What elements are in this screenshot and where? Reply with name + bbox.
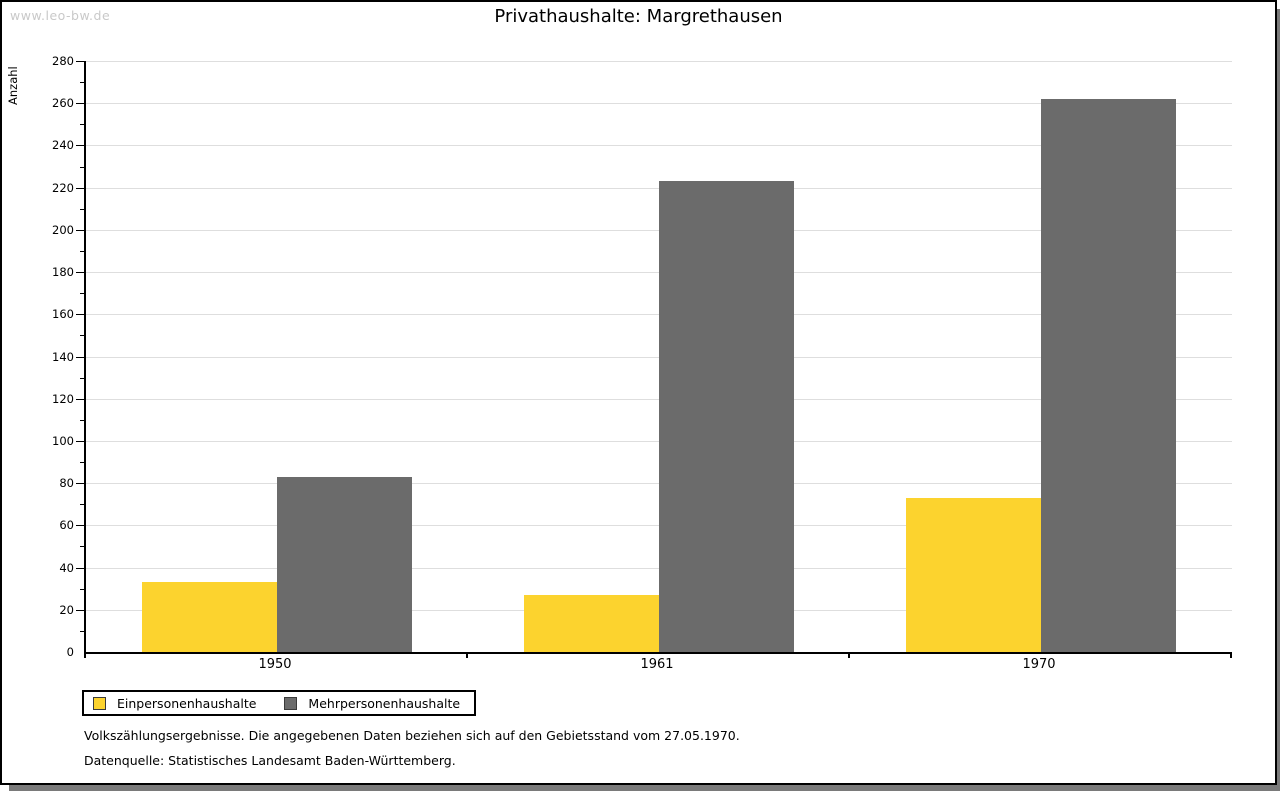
- bar-einpersonenhaushalte-1970: [906, 497, 1041, 652]
- y-axis-tick-label: 40: [59, 560, 74, 575]
- y-axis-major-tick: [76, 483, 84, 485]
- bar-mehrpersonenhaushalte-1961: [659, 181, 794, 652]
- footnote-data-source: Datenquelle: Statistisches Landesamt Bad…: [84, 753, 456, 768]
- y-axis-major-tick: [76, 103, 84, 105]
- bar-mehrpersonenhaushalte-1970: [1041, 99, 1176, 652]
- y-axis-major-tick: [76, 525, 84, 527]
- card-shadow-right: [1277, 9, 1280, 791]
- card-shadow-bottom: [9, 785, 1280, 791]
- legend: Einpersonenhaushalte Mehrpersonenhaushalt…: [82, 690, 476, 716]
- y-axis-minor-tick: [80, 124, 84, 126]
- y-axis-minor-tick: [80, 588, 84, 590]
- y-axis-label: Anzahl: [6, 66, 20, 105]
- y-axis-tick-label: 20: [59, 602, 74, 617]
- y-axis-tick-label: 200: [52, 222, 74, 237]
- y-axis-tick-label: 180: [52, 265, 74, 280]
- y-axis-tick-label: 140: [52, 349, 74, 364]
- gridline: [86, 103, 1232, 105]
- y-axis-major-tick: [76, 398, 84, 400]
- legend-swatch: [93, 696, 106, 710]
- y-axis-tick-label: 80: [59, 476, 74, 491]
- y-axis-major-tick: [76, 314, 84, 316]
- x-axis-tick: [848, 654, 850, 658]
- y-axis-minor-tick: [80, 546, 84, 548]
- y-axis-tick-label: 240: [52, 138, 74, 153]
- y-axis-major-tick: [76, 272, 84, 274]
- legend-item-einpersonenhaushalte: Einpersonenhaushalte: [93, 696, 284, 711]
- plot-area: [84, 61, 1232, 654]
- x-axis-tick-label: 1961: [640, 657, 674, 672]
- gridline: [86, 61, 1232, 62]
- x-axis-tick: [1230, 654, 1232, 658]
- y-axis-minor-tick: [80, 166, 84, 168]
- y-axis-major-tick: [76, 229, 84, 231]
- x-axis-tick-label: 1970: [1022, 657, 1056, 672]
- y-axis-major-tick: [76, 187, 84, 189]
- legend-swatch: [284, 696, 298, 710]
- y-axis-major-tick: [76, 567, 84, 569]
- footnote-source-note: Volkszählungsergebnisse. Die angegebenen…: [84, 728, 740, 743]
- x-axis-tick-label: 1950: [258, 657, 292, 672]
- y-axis-minor-tick: [80, 293, 84, 295]
- y-axis-minor-tick: [80, 250, 84, 252]
- y-axis-minor-tick: [80, 419, 84, 421]
- y-axis-tick-label: 0: [66, 645, 74, 659]
- chart-title: Privathaushalte: Margrethausen: [494, 6, 783, 27]
- legend-label: Mehrpersonenhaushalte: [308, 695, 461, 711]
- y-axis-major-tick: [76, 440, 84, 442]
- bar-mehrpersonenhaushalte-1950: [277, 476, 412, 652]
- y-axis-major-tick: [76, 145, 84, 147]
- gridline: [86, 145, 1232, 147]
- y-axis-minor-tick: [80, 208, 84, 210]
- y-axis-tick-label: 260: [52, 96, 74, 111]
- y-axis-minor-tick: [80, 630, 84, 632]
- y-axis-minor-tick: [80, 377, 84, 379]
- y-axis-tick-label: 60: [59, 518, 74, 533]
- y-axis-tick-label: 220: [52, 180, 74, 195]
- x-axis-tick: [466, 654, 468, 658]
- y-axis-minor-tick: [80, 335, 84, 337]
- legend-item-mehrpersonenhaushalte: Mehrpersonenhaushalte: [284, 696, 488, 711]
- y-axis-minor-tick: [80, 82, 84, 84]
- bar-einpersonenhaushalte-1950: [142, 582, 277, 652]
- y-axis-major-tick: [76, 356, 84, 358]
- watermark: www.leo-bw.de: [10, 8, 111, 23]
- y-axis-tick-label: 100: [52, 433, 74, 448]
- y-axis-tick-label: 120: [52, 391, 74, 406]
- y-axis-minor-tick: [80, 504, 84, 506]
- y-axis-major-tick: [76, 609, 84, 611]
- y-axis-tick-label: 280: [52, 54, 74, 68]
- x-axis-tick: [84, 654, 86, 658]
- legend-label: Einpersonenhaushalte: [117, 695, 257, 711]
- y-axis-minor-tick: [80, 462, 84, 464]
- y-axis-major-tick: [76, 61, 84, 62]
- bar-einpersonenhaushalte-1961: [524, 595, 659, 652]
- y-axis-tick-label: 160: [52, 307, 74, 322]
